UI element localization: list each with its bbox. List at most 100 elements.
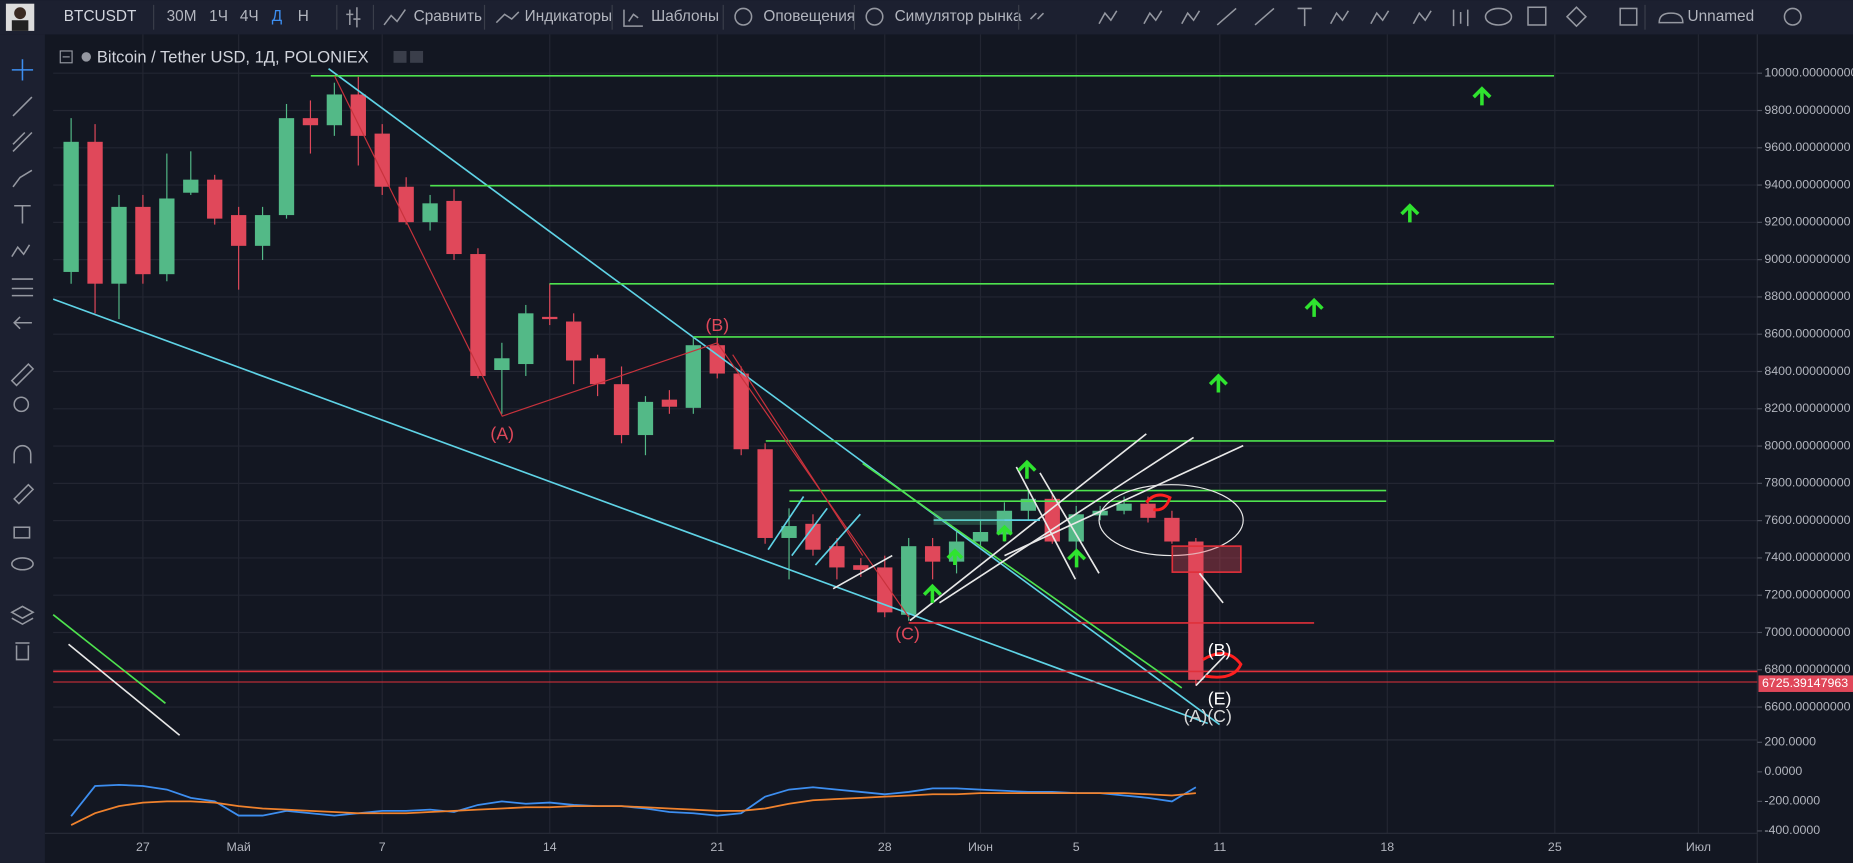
button[interactable]: Оповещения: [763, 8, 855, 25]
y-tick-label: 7800.00000000: [1764, 476, 1850, 490]
top-toolbar: BTCUSDT 30M 1Ч 4Ч Д Н Сравнить Индикатор…: [0, 0, 1853, 35]
icon-rect[interactable]: [1527, 6, 1547, 26]
x-tick-label: 7: [379, 840, 386, 854]
tool-zoom[interactable]: [13, 396, 30, 413]
candle-body: [685, 345, 701, 408]
candle-body: [853, 565, 869, 570]
trendline: [68, 643, 181, 736]
y-tick-label: 8400.00000000: [1764, 364, 1850, 378]
avatar-head: [14, 7, 26, 20]
button[interactable]: Индикаторы: [525, 8, 612, 25]
icon-replay[interactable]: [865, 7, 884, 26]
channel-line: [909, 433, 1147, 622]
toolbar-icons: [346, 6, 1802, 28]
arrow-up: [1067, 548, 1087, 568]
last-price-tag: [1758, 675, 1853, 692]
arrow-up: [1472, 86, 1492, 106]
icon-undo[interactable]: [1029, 12, 1045, 20]
arrow-up: [1017, 459, 1037, 479]
candle-body: [350, 94, 366, 136]
channel-line: [791, 507, 828, 557]
icon-ellipse[interactable]: [1484, 7, 1513, 26]
y-tick-label: 9000.00000000: [1764, 252, 1850, 266]
collapse-button[interactable]: [59, 50, 73, 64]
icon-drawing-tools[interactable]: [1098, 7, 1469, 27]
trendline: [862, 462, 1183, 689]
candle-body: [781, 526, 797, 538]
tool-trash[interactable]: [15, 642, 30, 661]
candle-body: [398, 186, 414, 223]
button[interactable]: Шаблоны: [651, 8, 719, 25]
interval[interactable]: 1Ч: [209, 8, 228, 25]
tool-stay[interactable]: [13, 483, 35, 505]
left-toolbar-bg: [0, 34, 45, 863]
candle-body: [1188, 541, 1204, 680]
tool-magnet[interactable]: [13, 444, 32, 464]
icon-cloud[interactable]: [1658, 12, 1684, 24]
tool-brush[interactable]: [12, 169, 33, 188]
tool-trendline[interactable]: [12, 96, 33, 117]
y-tick-label: 9800.00000000: [1764, 103, 1850, 117]
icon-diamond[interactable]: [1565, 6, 1588, 28]
symbol[interactable]: BTCUSDT: [64, 8, 137, 25]
oscillator-line: [70, 792, 1196, 826]
candle-body: [111, 206, 127, 284]
interval[interactable]: 30M: [167, 8, 197, 25]
channel-line: [832, 554, 893, 590]
x-tick-label: 14: [543, 840, 557, 854]
candle-body: [302, 118, 319, 126]
tool-visibility[interactable]: [11, 557, 34, 571]
interval-active[interactable]: Д: [272, 8, 283, 25]
legend-title[interactable]: Bitcoin / Tether USD, 1Д, POLONIEX: [97, 47, 369, 66]
separators: [153, 4, 1646, 30]
button[interactable]: Сравнить: [414, 8, 482, 25]
tool-measure[interactable]: [10, 363, 35, 387]
y-tick-label: 0.0000: [1764, 764, 1802, 778]
arrow-up: [922, 583, 942, 603]
candle-body: [877, 567, 893, 613]
x-tick-label: Июл: [1686, 840, 1711, 854]
y-tick-label: 8600.00000000: [1764, 326, 1850, 340]
interval[interactable]: 4Ч: [240, 8, 259, 25]
legend-button[interactable]: [410, 50, 424, 63]
candle-body: [1140, 503, 1156, 518]
y-tick-label: 200.0000: [1764, 735, 1816, 749]
interval[interactable]: Н: [298, 8, 309, 25]
tool-back[interactable]: [13, 316, 32, 330]
candle-body: [542, 316, 558, 320]
icon-compare[interactable]: [383, 9, 406, 26]
icon-alerts[interactable]: [734, 7, 753, 26]
tool-icons: [10, 59, 35, 661]
candle-body: [757, 449, 773, 538]
tool-text[interactable]: [14, 205, 31, 224]
tool-forecast[interactable]: [11, 278, 34, 297]
button[interactable]: Симулятор рынка: [895, 8, 1022, 25]
x-tick-label: 5: [1073, 840, 1080, 854]
wave-label: (A): [490, 424, 514, 444]
candle-body: [207, 179, 223, 219]
layout-name[interactable]: Unnamed: [1688, 8, 1755, 25]
x-tick-label: 27: [136, 840, 150, 854]
tool-layers[interactable]: [10, 605, 35, 626]
left-toolbar: [0, 34, 45, 863]
y-tick-label: 6600.00000000: [1764, 699, 1850, 713]
tool-fib[interactable]: [12, 131, 33, 152]
y-tick-label: 8000.00000000: [1764, 438, 1850, 452]
tool-lock[interactable]: [13, 526, 31, 539]
oscillator: [70, 783, 1197, 826]
candle-body: [589, 358, 606, 385]
channel-line: [939, 436, 1195, 604]
candle-body: [374, 133, 390, 187]
icon-candles[interactable]: [346, 7, 361, 28]
icon-templates[interactable]: [623, 9, 643, 27]
icon-fullscreen[interactable]: [1619, 7, 1638, 26]
x-tick-label: 25: [1548, 840, 1562, 854]
icon-settings[interactable]: [1783, 7, 1802, 26]
tool-crosshair[interactable]: [11, 59, 34, 81]
legend-button[interactable]: [393, 50, 407, 63]
icon-indicators[interactable]: [495, 11, 520, 24]
avatar-body: [11, 20, 29, 31]
tool-pattern[interactable]: [11, 244, 31, 258]
candle-body: [470, 254, 486, 376]
